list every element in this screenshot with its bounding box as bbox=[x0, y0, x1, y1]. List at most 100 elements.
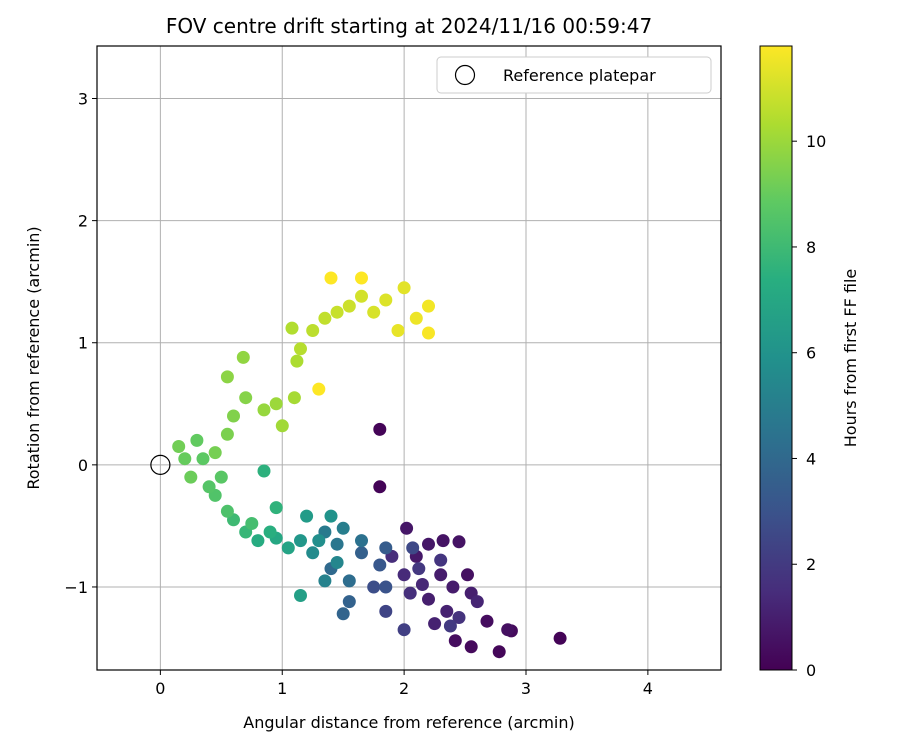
data-point bbox=[318, 311, 332, 325]
data-point bbox=[294, 342, 307, 356]
data-point bbox=[367, 305, 381, 319]
legend: Reference platepar bbox=[436, 56, 712, 94]
data-point bbox=[330, 305, 344, 319]
data-point bbox=[553, 631, 567, 645]
y-axis-label: Rotation from reference (arcmin) bbox=[24, 226, 43, 489]
data-point bbox=[355, 289, 368, 303]
data-point bbox=[184, 470, 198, 484]
data-point bbox=[397, 281, 411, 295]
data-point bbox=[492, 645, 506, 659]
x-tick-label: 2 bbox=[399, 679, 409, 698]
data-point bbox=[452, 535, 466, 549]
data-point bbox=[269, 397, 283, 411]
colorbar-tick-label: 6 bbox=[806, 344, 816, 363]
data-point bbox=[379, 293, 393, 307]
data-point bbox=[324, 271, 338, 285]
data-point bbox=[190, 433, 204, 447]
data-point bbox=[287, 391, 301, 405]
data-point bbox=[406, 541, 420, 555]
data-point bbox=[236, 350, 250, 364]
colorbar bbox=[759, 45, 793, 671]
data-point bbox=[415, 578, 429, 591]
data-point bbox=[428, 617, 442, 631]
data-point bbox=[397, 623, 411, 637]
data-point bbox=[227, 409, 240, 423]
data-point bbox=[330, 556, 344, 569]
data-point bbox=[330, 537, 344, 551]
data-point bbox=[480, 614, 494, 628]
data-point bbox=[202, 480, 216, 494]
data-points bbox=[172, 271, 567, 659]
data-point bbox=[336, 521, 350, 535]
data-point bbox=[355, 534, 368, 548]
data-point bbox=[306, 324, 320, 337]
colorbar-tick-label: 10 bbox=[806, 132, 826, 151]
data-point bbox=[208, 446, 222, 460]
data-point bbox=[342, 595, 356, 609]
data-point bbox=[285, 321, 299, 335]
x-ticks: 0 1 2 3 4 bbox=[155, 670, 653, 698]
colorbar-tick-label: 2 bbox=[806, 555, 816, 574]
data-point bbox=[281, 541, 295, 555]
data-point bbox=[434, 568, 448, 582]
data-point bbox=[355, 271, 368, 285]
y-ticks: −1 0 1 2 3 bbox=[64, 90, 97, 597]
chart-title: FOV centre drift starting at 2024/11/16 … bbox=[166, 14, 652, 38]
data-point bbox=[452, 611, 466, 624]
data-point bbox=[220, 427, 234, 441]
colorbar-tick-label: 0 bbox=[806, 661, 816, 680]
data-point bbox=[464, 640, 478, 654]
y-tick-label: 0 bbox=[78, 456, 88, 475]
colorbar-label: Hours from first FF file bbox=[841, 269, 860, 448]
data-point bbox=[422, 537, 435, 551]
data-point bbox=[440, 604, 454, 618]
data-point bbox=[379, 580, 393, 594]
data-point bbox=[403, 586, 417, 600]
reference-platepar-marker bbox=[150, 454, 171, 475]
data-point bbox=[434, 553, 448, 567]
x-tick-label: 3 bbox=[521, 679, 531, 698]
colorbar-ticks: 0 2 4 6 8 10 bbox=[792, 132, 826, 680]
legend-marker-icon bbox=[454, 64, 476, 86]
data-point bbox=[251, 534, 265, 548]
data-point bbox=[178, 452, 192, 466]
data-point bbox=[397, 568, 411, 582]
data-point bbox=[400, 521, 414, 535]
data-point bbox=[312, 382, 326, 396]
data-point bbox=[294, 589, 307, 602]
data-point bbox=[214, 470, 228, 484]
data-point bbox=[355, 546, 368, 560]
data-point bbox=[446, 580, 460, 594]
y-tick-label: 3 bbox=[78, 90, 88, 109]
data-point bbox=[443, 619, 457, 633]
data-point bbox=[470, 595, 484, 609]
data-point bbox=[422, 592, 435, 606]
data-point bbox=[269, 501, 283, 515]
data-point bbox=[245, 517, 259, 530]
data-point bbox=[501, 623, 515, 637]
data-point bbox=[342, 574, 356, 588]
data-point bbox=[294, 534, 307, 548]
data-point bbox=[373, 422, 387, 436]
data-point bbox=[257, 403, 271, 417]
data-point bbox=[409, 311, 423, 325]
colorbar-tick-label: 8 bbox=[806, 238, 816, 257]
data-point bbox=[312, 534, 326, 548]
data-point bbox=[172, 440, 186, 453]
legend-entry-reference: Reference platepar bbox=[503, 66, 656, 85]
data-point bbox=[300, 509, 314, 523]
data-point bbox=[391, 324, 405, 337]
data-point bbox=[263, 525, 277, 539]
data-point bbox=[324, 509, 338, 523]
data-point bbox=[220, 370, 234, 384]
data-point bbox=[373, 480, 387, 494]
data-point bbox=[239, 391, 253, 405]
x-tick-label: 0 bbox=[155, 679, 165, 698]
y-tick-label: −1 bbox=[64, 578, 88, 597]
data-point bbox=[306, 546, 320, 560]
data-point bbox=[367, 580, 381, 594]
data-point bbox=[412, 562, 426, 576]
data-point bbox=[461, 568, 474, 582]
data-point bbox=[373, 558, 387, 572]
